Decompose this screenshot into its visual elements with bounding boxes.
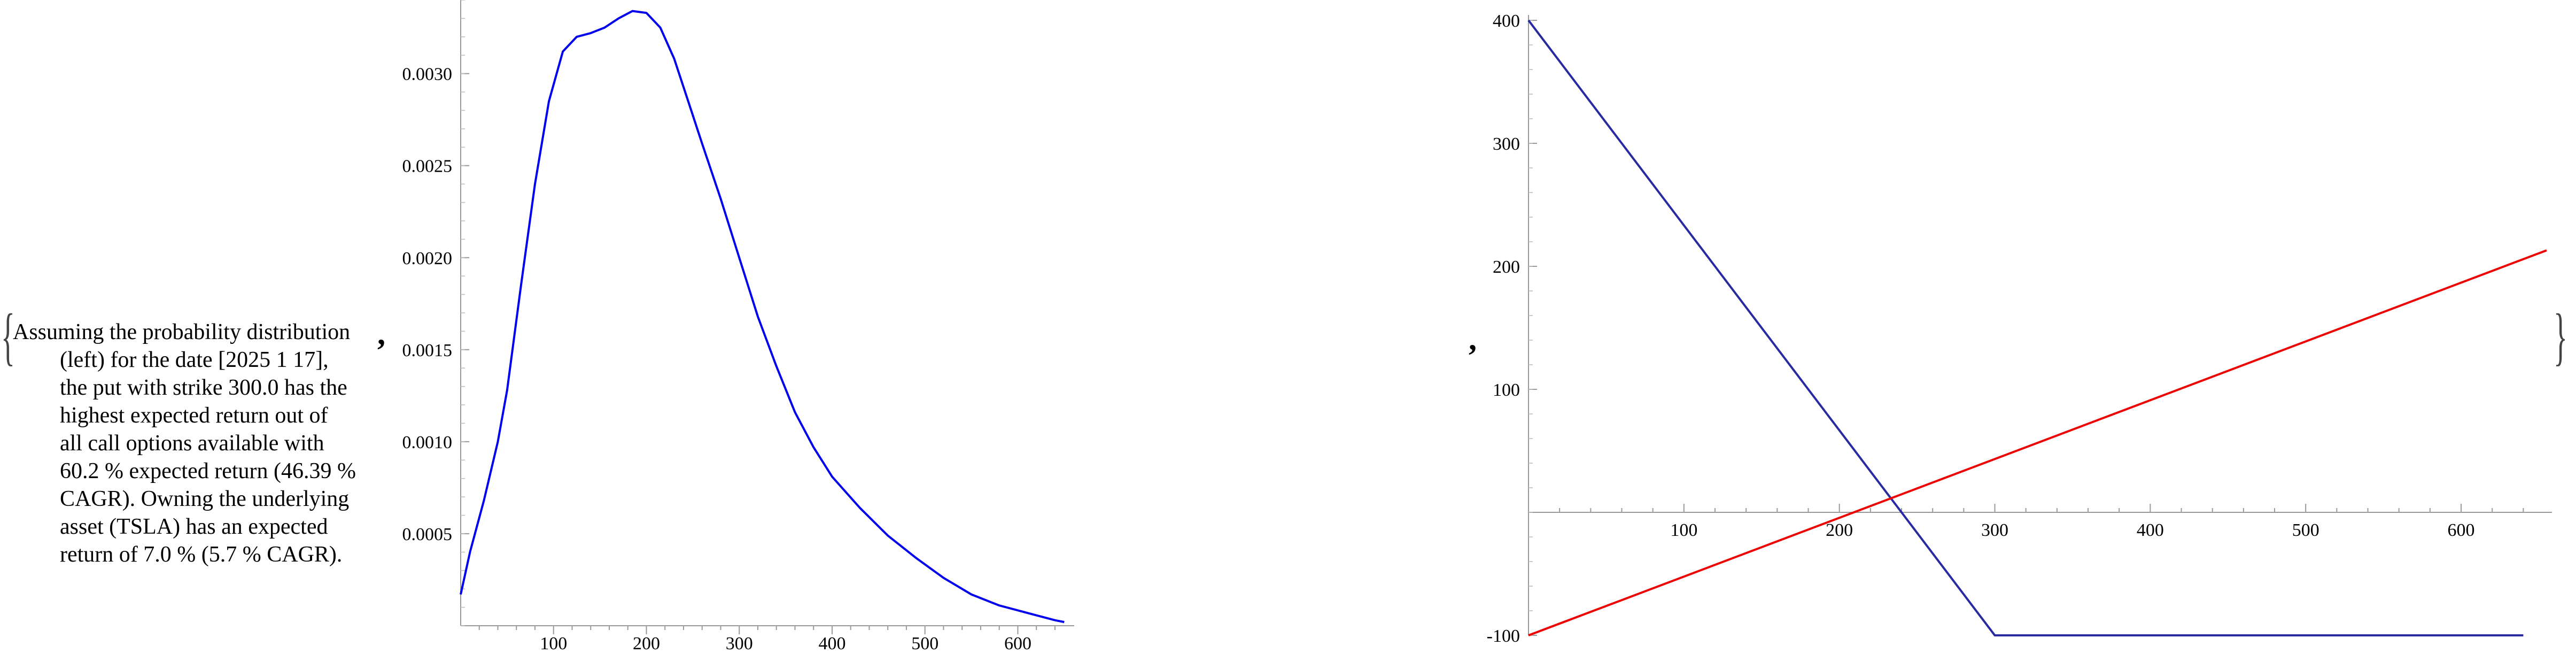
x-tick-label: 500 [911, 634, 938, 653]
description-line: 60.2 % expected return (46.39 % [60, 459, 356, 483]
y-tick-label: -100 [1487, 626, 1520, 646]
description-line: asset (TSLA) has an expected [60, 514, 328, 539]
description-line: (left) for the date [2025 1 17], [60, 348, 329, 372]
list-close-brace: } [2554, 301, 2567, 372]
list-open-brace: { [1, 301, 15, 372]
description-line: all call options available with [60, 431, 324, 456]
y-tick-label: 0.0020 [402, 249, 453, 268]
y-tick-label: 200 [1493, 257, 1520, 277]
x-tick-label: 100 [1670, 520, 1697, 540]
x-tick-label: 400 [818, 634, 845, 653]
description-line: CAGR). Owning the underlying [60, 487, 350, 511]
payoff-chart: 100 200 300 400 500 600 -100 100 200 300 400 [1487, 11, 2552, 646]
description-line: Assuming the probability distribution [13, 320, 351, 344]
series-line [460, 10, 1065, 624]
y-tick-label: 300 [1493, 134, 1520, 154]
description-line: highest expected return out of [60, 403, 328, 428]
list-separator: , [1469, 321, 1477, 357]
y-tick-label: 100 [1493, 380, 1520, 400]
x-tick-label: 200 [1826, 520, 1853, 540]
series-line [1528, 249, 2547, 636]
x-tick-label: 400 [2137, 520, 2164, 540]
x-tick-label: 300 [1981, 520, 2008, 540]
expected-return-description: Assuming the probability distribution (l… [13, 318, 382, 569]
x-tick-label: 200 [633, 634, 660, 653]
probability-distribution-chart: 100 200 300 400 500 600 0.0005 0.0010 0.0015 0.00… [402, 0, 1074, 653]
y-tick-label: 0.0015 [402, 341, 453, 360]
x-tick-label: 500 [2292, 520, 2319, 540]
y-tick-label: 0.0005 [402, 525, 453, 544]
y-tick-label: 400 [1493, 11, 1520, 31]
x-tick-label: 100 [540, 634, 567, 653]
x-tick-label: 600 [1004, 634, 1031, 653]
y-tick-label: 0.0030 [402, 65, 453, 84]
series-line [1527, 19, 2524, 636]
x-tick-label: 300 [726, 634, 753, 653]
x-tick-label: 600 [2448, 520, 2475, 540]
description-line: the put with strike 300.0 has the [60, 375, 347, 400]
y-tick-label: 0.0025 [402, 157, 453, 176]
y-tick-label: 0.0010 [402, 433, 453, 452]
description-line: return of 7.0 % (5.7 % CAGR). [60, 542, 343, 567]
list-separator: , [377, 316, 385, 351]
